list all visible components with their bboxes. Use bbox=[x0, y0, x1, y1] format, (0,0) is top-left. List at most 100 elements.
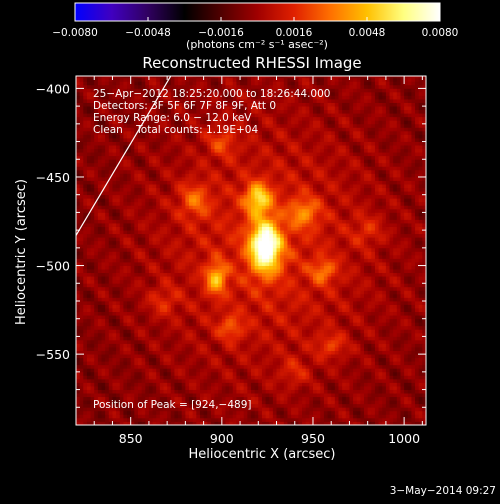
heatmap-cell bbox=[204, 230, 208, 234]
heatmap-cell bbox=[112, 351, 116, 355]
heatmap-cell bbox=[189, 354, 193, 358]
heatmap-cell bbox=[200, 262, 204, 266]
heatmap-cell bbox=[112, 81, 116, 85]
heatmap-cell bbox=[185, 361, 189, 365]
heatmap-cell bbox=[123, 251, 127, 255]
heatmap-cell bbox=[134, 269, 138, 273]
heatmap-cell bbox=[178, 177, 182, 181]
heatmap-cell bbox=[251, 326, 255, 330]
heatmap-cell bbox=[142, 145, 146, 149]
heatmap-cell bbox=[164, 308, 168, 312]
heatmap-cell bbox=[109, 382, 113, 386]
heatmap-cell bbox=[185, 280, 189, 284]
heatmap-cell bbox=[240, 184, 244, 188]
heatmap-cell bbox=[229, 170, 233, 174]
heatmap-cell bbox=[123, 248, 127, 252]
heatmap-cell bbox=[134, 411, 138, 415]
heatmap-cell bbox=[204, 368, 208, 372]
heatmap-cell bbox=[218, 386, 222, 390]
heatmap-cell bbox=[98, 220, 102, 224]
heatmap-cell bbox=[171, 297, 175, 301]
heatmap-cell bbox=[91, 166, 95, 170]
heatmap-cell bbox=[215, 234, 219, 238]
heatmap-cell bbox=[120, 305, 124, 309]
heatmap-cell bbox=[182, 258, 186, 262]
heatmap-cell bbox=[127, 315, 131, 319]
heatmap-cell bbox=[207, 173, 211, 177]
heatmap-cell bbox=[123, 347, 127, 351]
heatmap-cell bbox=[258, 365, 262, 369]
heatmap-cell bbox=[145, 301, 149, 305]
heatmap-cell bbox=[83, 287, 87, 291]
heatmap-cell bbox=[207, 266, 211, 270]
heatmap-cell bbox=[134, 340, 138, 344]
heatmap-cell bbox=[204, 269, 208, 273]
heatmap-cell bbox=[211, 344, 215, 348]
heatmap-cell bbox=[225, 326, 229, 330]
heatmap-cell bbox=[156, 173, 160, 177]
heatmap-cell bbox=[244, 368, 248, 372]
heatmap-cell bbox=[142, 230, 146, 234]
heatmap-cell bbox=[222, 198, 226, 202]
heatmap-cell bbox=[156, 354, 160, 358]
heatmap-cell bbox=[80, 290, 84, 294]
heatmap-cell bbox=[127, 351, 131, 355]
heatmap-cell bbox=[138, 358, 142, 362]
heatmap-cell bbox=[178, 244, 182, 248]
heatmap-cell bbox=[156, 358, 160, 362]
heatmap-cell bbox=[80, 145, 84, 149]
heatmap-cell bbox=[127, 386, 131, 390]
heatmap-cell bbox=[156, 301, 160, 305]
heatmap-cell bbox=[138, 258, 142, 262]
heatmap-cell bbox=[229, 145, 233, 149]
heatmap-cell bbox=[247, 354, 251, 358]
heatmap-cell bbox=[193, 220, 197, 224]
heatmap-cell bbox=[200, 152, 204, 156]
heatmap-cell bbox=[178, 209, 182, 213]
heatmap-cell bbox=[182, 184, 186, 188]
heatmap-cell bbox=[138, 230, 142, 234]
heatmap-cell bbox=[153, 251, 157, 255]
heatmap-cell bbox=[98, 393, 102, 397]
heatmap-cell bbox=[80, 375, 84, 379]
heatmap-cell bbox=[236, 156, 240, 160]
heatmap-cell bbox=[207, 382, 211, 386]
heatmap-cell bbox=[233, 220, 237, 224]
heatmap-cell bbox=[225, 290, 229, 294]
heatmap-cell bbox=[142, 255, 146, 259]
heatmap-cell bbox=[120, 301, 124, 305]
heatmap-cell bbox=[185, 78, 189, 82]
heatmap-cell bbox=[222, 386, 226, 390]
heatmap-cell bbox=[123, 220, 127, 224]
heatmap-cell bbox=[156, 351, 160, 355]
heatmap-cell bbox=[233, 333, 237, 337]
heatmap-cell bbox=[112, 152, 116, 156]
heatmap-cell bbox=[80, 244, 84, 248]
heatmap-cell bbox=[105, 156, 109, 160]
heatmap-cell bbox=[138, 322, 142, 326]
heatmap-cell bbox=[167, 322, 171, 326]
heatmap-cell bbox=[83, 149, 87, 153]
heatmap-cell bbox=[123, 195, 127, 199]
heatmap-cell bbox=[236, 386, 240, 390]
heatmap-cell bbox=[247, 269, 251, 273]
heatmap-cell bbox=[207, 379, 211, 383]
heatmap-cell bbox=[109, 156, 113, 160]
heatmap-cell bbox=[222, 184, 226, 188]
heatmap-cell bbox=[149, 336, 153, 340]
heatmap-cell bbox=[207, 142, 211, 146]
heatmap-cell bbox=[156, 234, 160, 238]
heatmap-cell bbox=[251, 166, 255, 170]
heatmap-cell bbox=[102, 358, 106, 362]
heatmap-cell bbox=[142, 361, 146, 365]
heatmap-cell bbox=[123, 333, 127, 337]
heatmap-cell bbox=[112, 358, 116, 362]
heatmap-cell bbox=[94, 386, 98, 390]
heatmap-cell bbox=[247, 411, 251, 415]
heatmap-cell bbox=[105, 78, 109, 82]
heatmap-cell bbox=[222, 368, 226, 372]
heatmap-cell bbox=[87, 305, 91, 309]
heatmap-cell bbox=[98, 198, 102, 202]
heatmap-cell bbox=[131, 181, 135, 185]
heatmap-cell bbox=[116, 347, 120, 351]
